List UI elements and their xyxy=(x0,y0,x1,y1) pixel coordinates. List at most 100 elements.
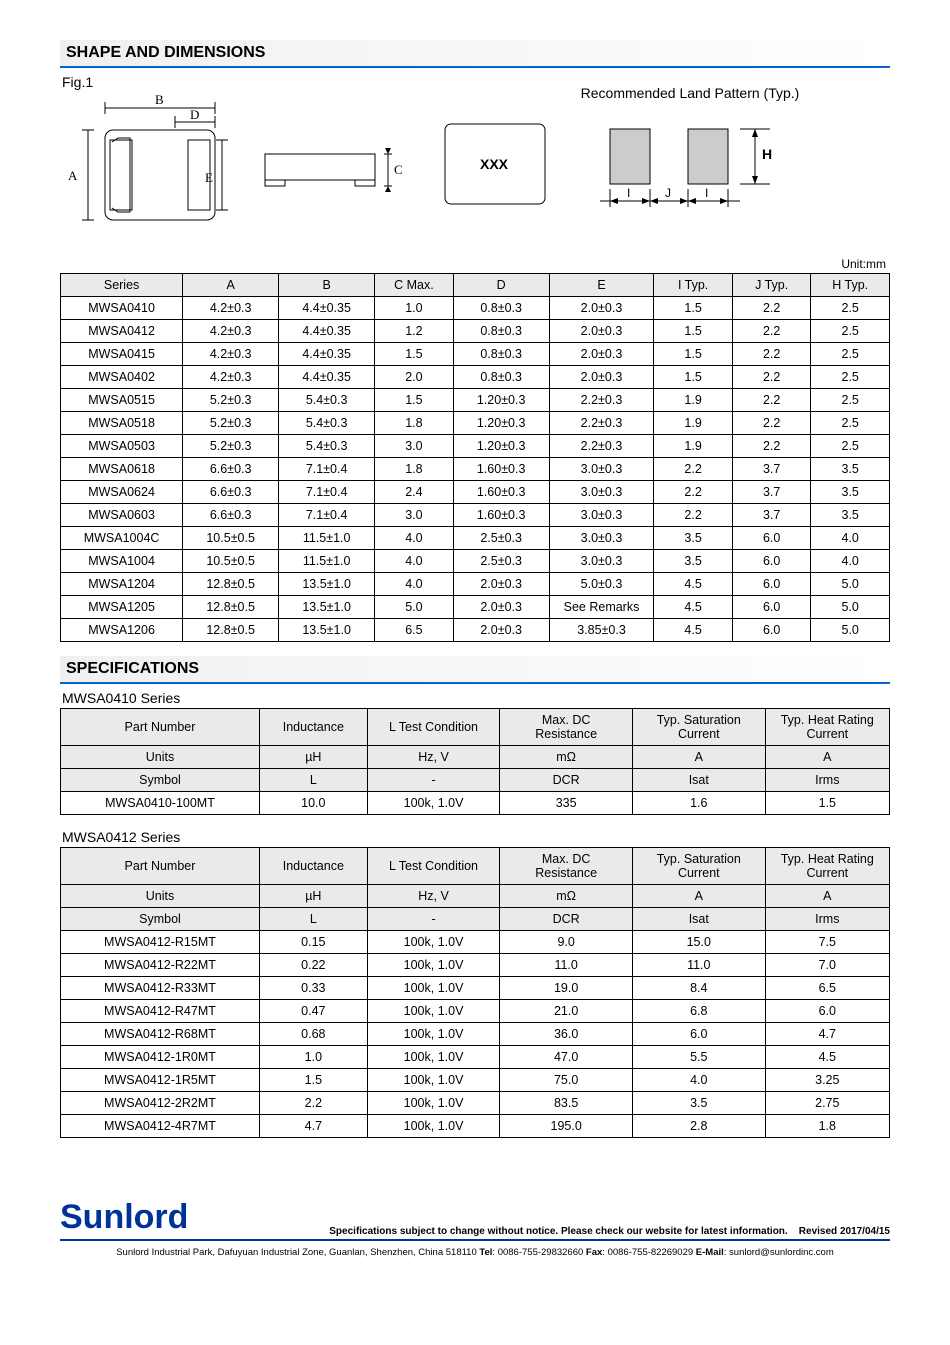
table-cell: mΩ xyxy=(500,746,633,769)
table-row: MWSA0412-R68MT0.68100k, 1.0V36.06.04.7 xyxy=(61,1023,890,1046)
table-cell: 6.8 xyxy=(632,1000,765,1023)
table-cell: DCR xyxy=(500,908,633,931)
dim-col-header: E xyxy=(549,274,654,297)
table-cell: DCR xyxy=(500,769,633,792)
table-cell: A xyxy=(765,885,889,908)
spec-col-header: Part Number xyxy=(61,848,260,885)
table-cell: 1.8 xyxy=(375,458,454,481)
table-cell: 0.8±0.3 xyxy=(453,297,549,320)
table-cell: 7.1±0.4 xyxy=(279,481,375,504)
table-cell: 7.1±0.4 xyxy=(279,458,375,481)
table-cell: 5.4±0.3 xyxy=(279,389,375,412)
table-row: MWSA06036.6±0.37.1±0.43.01.60±0.33.0±0.3… xyxy=(61,504,890,527)
table-cell: 3.0±0.3 xyxy=(549,504,654,527)
diagram-row: B D A E xyxy=(60,94,890,237)
table-cell: 3.5 xyxy=(654,527,733,550)
footer-tel: : 0086-755-29832660 xyxy=(492,1247,586,1258)
table-cell: MWSA0412-R15MT xyxy=(61,931,260,954)
table-cell: 4.2±0.3 xyxy=(183,320,279,343)
table-row: MWSA05185.2±0.35.4±0.31.81.20±0.32.2±0.3… xyxy=(61,412,890,435)
table-cell: 8.4 xyxy=(632,977,765,1000)
table-cell: Symbol xyxy=(61,769,260,792)
table-cell: 2.0±0.3 xyxy=(453,619,549,642)
label-I2: I xyxy=(705,186,708,200)
table-cell: 2.2 xyxy=(732,435,811,458)
label-E: E xyxy=(205,170,213,185)
table-cell: 5.0 xyxy=(811,619,890,642)
table-cell: 3.5 xyxy=(654,550,733,573)
table-cell: A xyxy=(765,746,889,769)
table-cell: 4.0 xyxy=(811,527,890,550)
footer-fax-label: Fax xyxy=(586,1247,602,1258)
dim-header-row: SeriesABC Max.DEI Typ.J Typ.H Typ. xyxy=(61,274,890,297)
table-row: MWSA06186.6±0.37.1±0.41.81.60±0.33.0±0.3… xyxy=(61,458,890,481)
table-cell: 1.20±0.3 xyxy=(453,412,549,435)
table-cell: 195.0 xyxy=(500,1115,633,1138)
table-cell: Hz, V xyxy=(367,746,500,769)
table-cell: 100k, 1.0V xyxy=(367,1069,500,1092)
table-row: MWSA120612.8±0.513.5±1.06.52.0±0.33.85±0… xyxy=(61,619,890,642)
table-cell: 2.2 xyxy=(732,320,811,343)
table-cell: 4.4±0.35 xyxy=(279,320,375,343)
table-cell: MWSA0412-R68MT xyxy=(61,1023,260,1046)
table-cell: 3.5 xyxy=(811,458,890,481)
table-cell: 6.5 xyxy=(765,977,889,1000)
table-cell: 1.60±0.3 xyxy=(453,481,549,504)
table-cell: 4.7 xyxy=(259,1115,367,1138)
table-cell: 6.0 xyxy=(732,527,811,550)
table-cell: 2.5 xyxy=(811,297,890,320)
table-cell: 36.0 xyxy=(500,1023,633,1046)
footer-line1: Sunlord Specifications subject to change… xyxy=(60,1198,890,1241)
table-cell: 3.0 xyxy=(375,504,454,527)
units-row: UnitsµHHz, VmΩAA xyxy=(61,746,890,769)
table-cell: 1.60±0.3 xyxy=(453,458,549,481)
table-row: MWSA04154.2±0.34.4±0.351.50.8±0.32.0±0.3… xyxy=(61,343,890,366)
table-row: MWSA05035.2±0.35.4±0.33.01.20±0.32.2±0.3… xyxy=(61,435,890,458)
label-XXX: XXX xyxy=(480,156,509,172)
spec2-table: Part NumberInductanceL Test ConditionMax… xyxy=(60,847,890,1138)
footer: Sunlord Specifications subject to change… xyxy=(60,1198,890,1258)
table-cell: 83.5 xyxy=(500,1092,633,1115)
table-cell: 2.4 xyxy=(375,481,454,504)
table-cell: MWSA0515 xyxy=(61,389,183,412)
table-cell: 4.5 xyxy=(654,573,733,596)
dim-col-header: H Typ. xyxy=(811,274,890,297)
table-cell: 19.0 xyxy=(500,977,633,1000)
table-cell: 4.2±0.3 xyxy=(183,297,279,320)
table-cell: 6.6±0.3 xyxy=(183,504,279,527)
table-cell: MWSA0412-2R2MT xyxy=(61,1092,260,1115)
table-cell: 4.0 xyxy=(632,1069,765,1092)
diagram1-svg: B D A E xyxy=(60,94,230,234)
table-cell: 2.5±0.3 xyxy=(453,527,549,550)
table-cell: 4.0 xyxy=(375,573,454,596)
label-I1: I xyxy=(627,186,630,200)
dim-col-header: B xyxy=(279,274,375,297)
table-cell: 1.20±0.3 xyxy=(453,389,549,412)
table-cell: MWSA0412-1R5MT xyxy=(61,1069,260,1092)
footer-tel-label: Tel xyxy=(479,1247,492,1258)
table-cell: Irms xyxy=(765,769,889,792)
table-cell: Units xyxy=(61,746,260,769)
table-cell: 13.5±1.0 xyxy=(279,573,375,596)
spec-col-header: L Test Condition xyxy=(367,709,500,746)
table-cell: MWSA0412 xyxy=(61,320,183,343)
table-cell: 6.0 xyxy=(732,550,811,573)
table-cell: 4.0 xyxy=(375,550,454,573)
table-cell: 5.0 xyxy=(811,573,890,596)
table-row: MWSA04024.2±0.34.4±0.352.00.8±0.32.0±0.3… xyxy=(61,366,890,389)
table-row: MWSA120412.8±0.513.5±1.04.02.0±0.35.0±0.… xyxy=(61,573,890,596)
table-cell: 3.0±0.3 xyxy=(549,550,654,573)
spec-col-header: Typ. SaturationCurrent xyxy=(632,848,765,885)
table-row: MWSA06246.6±0.37.1±0.42.41.60±0.33.0±0.3… xyxy=(61,481,890,504)
label-H: H xyxy=(762,146,772,162)
table-cell: 13.5±1.0 xyxy=(279,619,375,642)
table-cell: µH xyxy=(259,885,367,908)
table-cell: 7.0 xyxy=(765,954,889,977)
table-cell: 2.2 xyxy=(732,389,811,412)
table-cell: 4.2±0.3 xyxy=(183,343,279,366)
footer-email-label: E-Mail xyxy=(696,1247,724,1258)
table-cell: MWSA0503 xyxy=(61,435,183,458)
table-cell: Hz, V xyxy=(367,885,500,908)
table-cell: 4.4±0.35 xyxy=(279,343,375,366)
table-cell: Symbol xyxy=(61,908,260,931)
